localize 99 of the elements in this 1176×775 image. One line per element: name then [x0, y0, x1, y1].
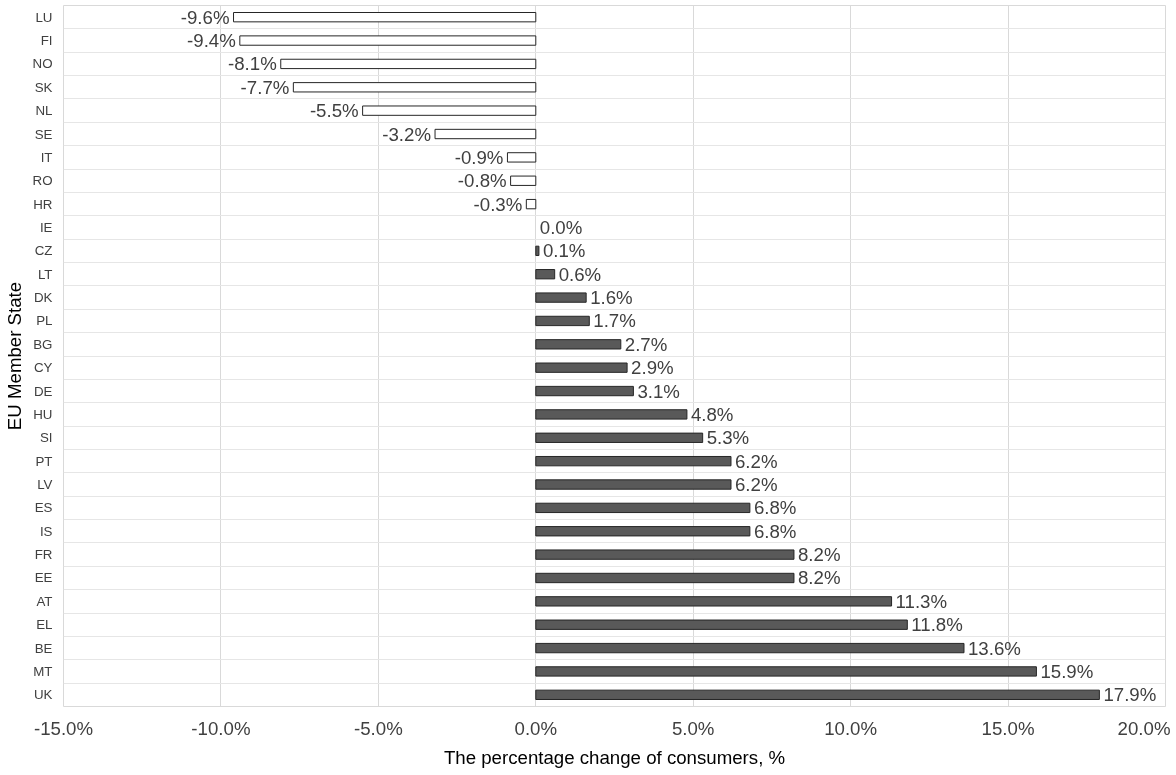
data-label: 6.8%	[753, 497, 797, 519]
data-label: 0.6%	[558, 263, 602, 285]
y-tick-label: LU	[35, 9, 53, 25]
data-label: 6.2%	[735, 450, 778, 472]
x-tick-label: 15.0%	[981, 717, 1035, 739]
x-tick-label: 10.0%	[824, 717, 878, 739]
x-tick-label: 5.0%	[671, 717, 715, 739]
data-label: -9.4%	[187, 30, 236, 52]
y-tick-label: SI	[39, 430, 53, 446]
y-tick-label: AT	[36, 593, 53, 609]
data-label: -9.6%	[180, 6, 230, 28]
bar	[535, 479, 732, 490]
y-tick-label: PT	[35, 453, 53, 469]
data-label: 11.8%	[911, 614, 963, 636]
y-tick-label: EE	[34, 570, 53, 586]
y-tick-label: SE	[34, 126, 53, 142]
bar	[362, 105, 537, 116]
y-tick-label: UK	[33, 687, 53, 703]
y-tick-label: NO	[32, 56, 53, 72]
bar	[233, 12, 537, 23]
x-tick-label: -5.0%	[353, 717, 403, 739]
bar	[535, 269, 556, 280]
data-label: -5.5%	[309, 100, 359, 122]
data-label: 2.9%	[631, 357, 674, 379]
bar	[535, 572, 795, 584]
data-label: 5.3%	[706, 427, 750, 449]
y-tick-label: FR	[34, 547, 53, 563]
bar	[535, 385, 634, 397]
y-tick-label: IS	[39, 523, 53, 539]
data-label: 6.2%	[735, 474, 778, 496]
y-tick-label: IT	[40, 149, 53, 165]
y-tick-label: BG	[33, 336, 53, 352]
bar	[535, 409, 688, 420]
data-label: 3.1%	[637, 380, 680, 402]
y-tick-label: HU	[33, 406, 53, 422]
bar	[535, 245, 540, 257]
y-tick-label: RO	[32, 173, 53, 189]
bar	[535, 642, 965, 654]
bar	[239, 35, 537, 46]
bar	[434, 128, 537, 140]
x-tick-label: 20.0%	[1117, 717, 1171, 739]
bar	[535, 292, 587, 303]
data-label: 13.6%	[967, 637, 1021, 659]
y-tick-label: LV	[37, 477, 53, 493]
bar	[535, 315, 590, 327]
y-tick-label: CY	[33, 360, 53, 376]
y-tick-label: PL	[36, 313, 53, 329]
y-tick-label: SK	[34, 79, 53, 95]
bar	[525, 198, 537, 210]
data-label: 15.9%	[1040, 660, 1094, 682]
data-label: 0.1%	[542, 240, 586, 262]
y-tick-label: LT	[37, 266, 53, 282]
y-axis-title: EU Member State	[3, 281, 25, 431]
x-tick-label: -15.0%	[33, 717, 94, 739]
y-tick-label: EL	[36, 617, 53, 633]
bar	[292, 82, 537, 93]
data-label: 1.6%	[590, 287, 633, 309]
bar	[506, 152, 537, 163]
data-label: -7.7%	[240, 76, 290, 98]
data-label: 17.9%	[1103, 684, 1157, 706]
data-label: 0.0%	[539, 216, 583, 238]
data-label: 8.2%	[797, 567, 841, 589]
data-label: -0.9%	[454, 146, 504, 168]
data-label: -0.3%	[473, 193, 523, 215]
bar	[535, 619, 908, 630]
y-tick-label: IE	[39, 219, 53, 235]
bar	[535, 339, 622, 350]
bar	[535, 689, 1100, 700]
bar	[535, 455, 732, 467]
x-tick-label: 0.0%	[514, 717, 558, 739]
x-tick-label: -10.0%	[191, 717, 251, 739]
y-tick-label: DE	[33, 383, 53, 399]
data-label: 1.7%	[593, 310, 636, 332]
y-tick-label: NL	[35, 103, 53, 119]
bar	[535, 596, 893, 607]
y-tick-label: FI	[40, 33, 53, 49]
data-label: 6.8%	[753, 520, 797, 542]
bar	[535, 549, 795, 560]
data-label: 4.8%	[690, 403, 734, 425]
data-label: -8.1%	[228, 53, 277, 75]
bar	[535, 666, 1037, 677]
data-label: -0.8%	[457, 170, 507, 192]
bar	[280, 58, 537, 70]
data-label: -3.2%	[382, 123, 432, 145]
y-tick-label: CZ	[34, 243, 53, 259]
y-tick-label: BE	[34, 640, 53, 656]
bar	[535, 502, 751, 514]
bar	[535, 526, 751, 537]
x-axis-title: The percentage change of consumers, %	[443, 746, 786, 768]
data-label: 11.3%	[895, 590, 948, 612]
y-tick-label: MT	[33, 663, 53, 679]
bar	[535, 432, 704, 443]
y-tick-label: DK	[33, 290, 53, 306]
data-label: 2.7%	[624, 333, 668, 355]
data-label: 8.2%	[797, 544, 841, 566]
bar	[510, 175, 537, 186]
bar	[535, 362, 628, 373]
y-tick-label: ES	[34, 500, 53, 516]
y-tick-label: HR	[33, 196, 53, 212]
